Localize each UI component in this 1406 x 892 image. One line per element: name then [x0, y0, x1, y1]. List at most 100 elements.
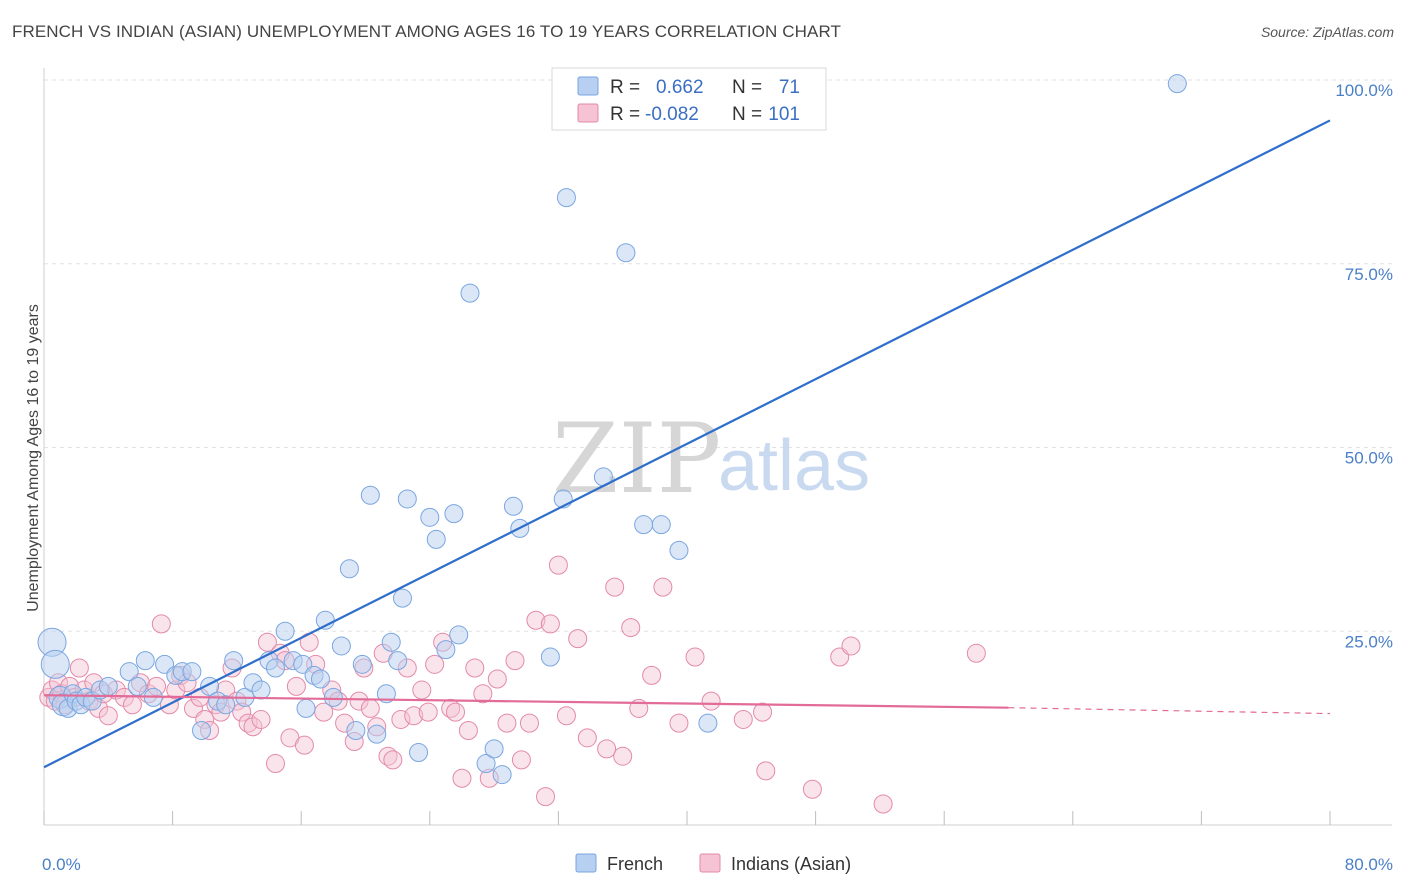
legend-indian-n-value: 101: [768, 104, 800, 125]
indian-point-74: [487, 669, 507, 689]
indian-point-82: [548, 555, 568, 575]
indian-point-59: [383, 750, 403, 770]
legend-swatch-french: [577, 76, 599, 96]
y-axis-label: Unemployment Among Ages 16 to 19 years: [25, 304, 42, 612]
legend-swatch-indian: [577, 103, 599, 123]
french-point-63: [556, 188, 576, 208]
indian-point-38: [251, 709, 271, 729]
y-tick-label-2: 75.0%: [1345, 265, 1393, 284]
indian-point-94: [685, 647, 705, 667]
indian-point-101: [841, 636, 861, 656]
french-point-27: [251, 680, 271, 700]
x-tick-labels: 0.0% 80.0%: [42, 855, 1393, 874]
indian-point-68: [446, 702, 466, 722]
indian-point-65: [425, 654, 445, 674]
legend-french-n-value: 71: [779, 77, 800, 98]
correlation-legend: R = 0.662 N = 71 R = -0.082 N = 101: [551, 67, 827, 131]
y-tick-labels: 25.0% 50.0% 75.0% 100.0%: [1335, 81, 1393, 651]
french-point-13: [127, 676, 147, 696]
indian-point-70: [458, 720, 478, 740]
indian-point-80: [536, 787, 556, 807]
indian-point-75: [497, 713, 517, 733]
indian-point-88: [613, 746, 633, 766]
indian-point-95: [701, 691, 721, 711]
french-point-50: [420, 507, 440, 527]
indian-point-8: [69, 658, 89, 678]
french-point-53: [444, 504, 464, 524]
indian-point-40: [265, 754, 285, 774]
indian-point-44: [286, 676, 306, 696]
french-point-43: [367, 724, 387, 744]
indian-point-39: [257, 632, 277, 652]
french-point-35: [310, 669, 330, 689]
indian-point-55: [360, 698, 380, 718]
indian-series-points: [39, 555, 986, 814]
french-point-68: [669, 540, 689, 560]
french-point-69: [698, 713, 718, 733]
french-point-52: [436, 640, 456, 660]
x-tick-label-0: 0.0%: [42, 855, 81, 874]
french-point-66: [634, 515, 654, 535]
x-tick-label-1: 80.0%: [1345, 855, 1393, 874]
french-point-47: [392, 588, 412, 608]
french-point-37: [323, 687, 343, 707]
indian-trend-line-dashed: [1008, 707, 1331, 715]
indian-point-77: [511, 750, 531, 770]
watermark: ZIP atlas: [552, 403, 870, 515]
indian-point-62: [404, 706, 424, 726]
indian-point-97: [753, 702, 773, 722]
indian-point-21: [151, 614, 171, 634]
bottom-legend-indian-label: Indians (Asian): [731, 854, 851, 874]
french-point-67: [651, 515, 671, 535]
french-point-54: [449, 625, 469, 645]
french-trend-line: [43, 119, 1331, 769]
bottom-legend-swatch-indian: [699, 853, 721, 873]
y-tick-label-3: 100.0%: [1335, 81, 1393, 100]
indian-point-89: [621, 618, 641, 638]
bottom-legend-french-label: French: [607, 854, 663, 874]
indian-point-103: [966, 643, 986, 663]
y-tick-label-1: 50.0%: [1345, 449, 1393, 468]
indian-point-14: [98, 706, 118, 726]
indian-point-64: [418, 702, 438, 722]
french-point-11: [98, 676, 118, 696]
indian-point-91: [642, 665, 662, 685]
indian-point-96: [733, 709, 753, 729]
french-point-58: [492, 765, 512, 785]
indian-point-85: [577, 728, 597, 748]
french-point-51: [426, 529, 446, 549]
chart-source: Source: ZipAtlas.com: [1260, 24, 1394, 40]
indian-point-81: [540, 614, 560, 634]
french-point-40: [346, 720, 366, 740]
indian-point-78: [519, 713, 539, 733]
indian-trend-line: [43, 694, 1009, 709]
french-point-44: [376, 684, 396, 704]
bottom-legend-swatch-french: [575, 853, 597, 873]
indian-point-86: [597, 739, 617, 759]
french-point-70: [1167, 74, 1187, 94]
axes: [43, 68, 1392, 826]
french-point-24: [224, 651, 244, 671]
indian-point-17: [122, 695, 142, 715]
indian-point-93: [669, 713, 689, 733]
french-point-38: [331, 636, 351, 656]
french-point-30: [275, 621, 295, 641]
french-point-12: [119, 662, 139, 682]
indian-point-71: [465, 658, 485, 678]
french-point-57: [484, 739, 504, 759]
indian-point-45: [294, 735, 314, 755]
indian-point-98: [756, 761, 776, 781]
french-point-61: [540, 647, 560, 667]
french-point-14: [135, 651, 155, 671]
french-point-56: [476, 754, 496, 774]
indian-point-37: [243, 717, 263, 737]
indian-point-84: [568, 629, 588, 649]
y-tick-label-0: 25.0%: [1345, 632, 1393, 651]
legend-french-n-label: N =: [732, 77, 762, 98]
indian-point-79: [526, 610, 546, 630]
legend-indian-r-label: R =: [610, 104, 640, 125]
french-point-59: [503, 496, 523, 516]
french-point-29: [265, 658, 285, 678]
indian-point-53: [349, 691, 369, 711]
